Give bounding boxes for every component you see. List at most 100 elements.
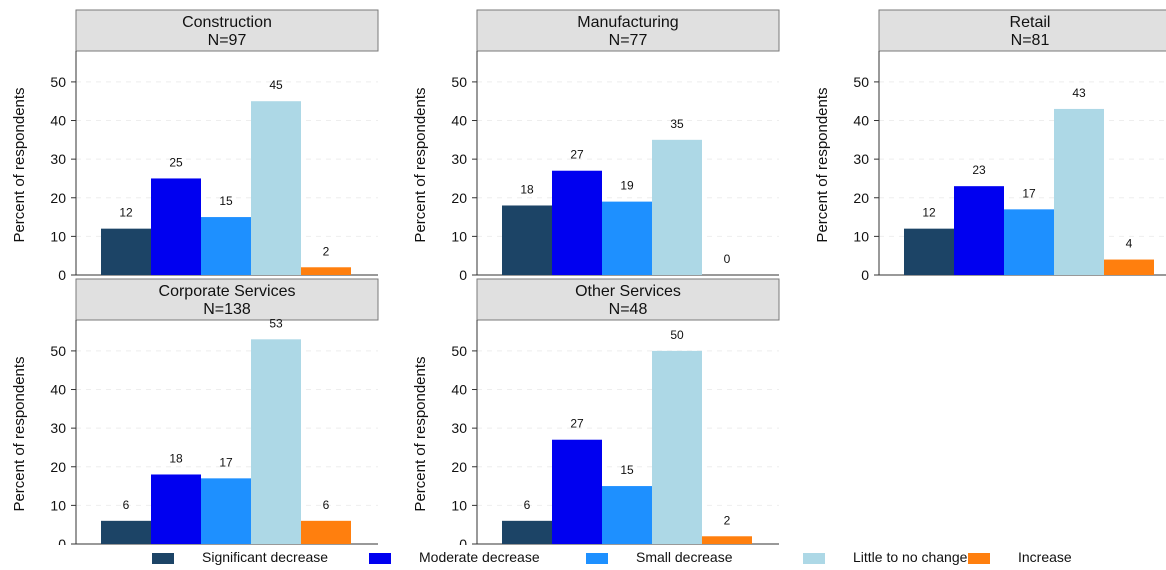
legend-item: Little to no change — [803, 548, 967, 568]
bar-small-decrease — [602, 486, 652, 544]
y-tick-label: 40 — [451, 382, 467, 398]
data-label: 19 — [620, 179, 634, 193]
y-tick-label: 10 — [50, 497, 66, 513]
y-tick-label: 20 — [853, 190, 869, 206]
panel-subtitle: N=77 — [609, 32, 648, 49]
y-tick-label: 40 — [853, 113, 869, 129]
legend-item: Moderate decrease — [369, 548, 540, 568]
legend-label: Significant decrease — [202, 549, 329, 565]
bar-moderate-decrease — [552, 170, 602, 275]
bar-significant-decrease — [502, 520, 552, 544]
panel-title: Manufacturing — [577, 14, 678, 31]
y-tick-label: 10 — [451, 228, 467, 244]
y-tick-label: 0 — [459, 536, 467, 545]
y-tick-label: 0 — [58, 267, 66, 283]
y-tick-label: 10 — [853, 228, 869, 244]
legend-item: Increase — [968, 548, 1072, 568]
bar-small-decrease — [1004, 209, 1054, 275]
panel-header — [75, 9, 379, 52]
bar-little-to-no-change — [652, 350, 702, 544]
y-tick-label: 30 — [853, 151, 869, 167]
y-tick-label: 30 — [451, 151, 467, 167]
y-tick-label: 50 — [853, 74, 869, 90]
panel-subtitle: N=81 — [1011, 32, 1050, 49]
panel-header — [476, 9, 780, 52]
data-label: 0 — [724, 252, 731, 266]
panel-subtitle: N=48 — [609, 301, 648, 318]
y-tick-label: 50 — [50, 343, 66, 359]
bar-little-to-no-change — [251, 339, 301, 544]
data-label: 45 — [269, 78, 283, 92]
y-axis-label: Percent of respondents — [412, 356, 429, 511]
data-label: 12 — [119, 206, 133, 220]
panel-title: Construction — [182, 14, 272, 31]
y-tick-label: 0 — [459, 267, 467, 283]
legend: Significant decrease Moderate decrease Sma… — [0, 548, 1166, 570]
panel-header — [476, 278, 780, 321]
y-tick-label: 50 — [451, 343, 467, 359]
y-tick-label: 20 — [50, 190, 66, 206]
legend-label: Moderate decrease — [419, 549, 540, 565]
y-axis-label: Percent of respondents — [11, 356, 28, 511]
y-tick-label: 30 — [451, 420, 467, 436]
data-label: 2 — [323, 244, 330, 258]
y-tick-label: 40 — [50, 113, 66, 129]
data-label: 6 — [323, 498, 330, 512]
data-label: 15 — [219, 194, 233, 208]
panel-header — [878, 9, 1166, 52]
legend-label: Little to no change — [853, 549, 968, 565]
y-axis-label: Percent of respondents — [11, 87, 28, 242]
panel-subtitle: N=97 — [208, 32, 247, 49]
bar-small-decrease — [201, 217, 251, 275]
bar-moderate-decrease — [151, 178, 201, 275]
bar-significant-decrease — [101, 520, 151, 544]
legend-label: Increase — [1018, 549, 1072, 565]
panel-title: Other Services — [575, 283, 681, 300]
data-label: 25 — [169, 155, 183, 169]
y-tick-label: 0 — [861, 267, 869, 283]
y-axis-label: Percent of respondents — [412, 87, 429, 242]
bar-increase — [702, 536, 752, 544]
y-tick-label: 20 — [50, 459, 66, 475]
y-tick-label: 10 — [451, 497, 467, 513]
data-label: 12 — [922, 206, 936, 220]
panel-header — [75, 278, 379, 321]
data-label: 18 — [169, 451, 183, 465]
data-label: 27 — [570, 417, 584, 431]
legend-swatch — [369, 552, 391, 564]
data-label: 6 — [123, 498, 130, 512]
y-tick-label: 30 — [50, 420, 66, 436]
panel-title: Corporate Services — [159, 283, 296, 300]
data-label: 17 — [219, 455, 233, 469]
bar-increase — [301, 520, 351, 544]
legend-swatch — [152, 552, 174, 564]
y-tick-label: 40 — [50, 382, 66, 398]
bar-moderate-decrease — [552, 439, 602, 544]
bar-little-to-no-change — [1054, 108, 1104, 276]
data-label: 15 — [620, 463, 634, 477]
legend-label: Small decrease — [636, 549, 733, 565]
data-label: 50 — [670, 328, 684, 342]
y-tick-label: 50 — [50, 74, 66, 90]
data-label: 18 — [520, 182, 534, 196]
data-label: 27 — [570, 148, 584, 162]
bar-small-decrease — [602, 201, 652, 275]
panel-title: Retail — [1010, 14, 1051, 31]
panel-subtitle: N=138 — [203, 301, 251, 318]
bar-small-decrease — [201, 478, 251, 544]
bar-significant-decrease — [904, 228, 954, 275]
bar-significant-decrease — [101, 228, 151, 275]
legend-swatch — [586, 552, 608, 564]
legend-swatch — [968, 552, 990, 564]
bar-moderate-decrease — [954, 186, 1004, 275]
data-label: 23 — [972, 163, 986, 177]
data-label: 4 — [1126, 237, 1133, 251]
legend-item: Small decrease — [586, 548, 733, 568]
y-tick-label: 50 — [451, 74, 467, 90]
